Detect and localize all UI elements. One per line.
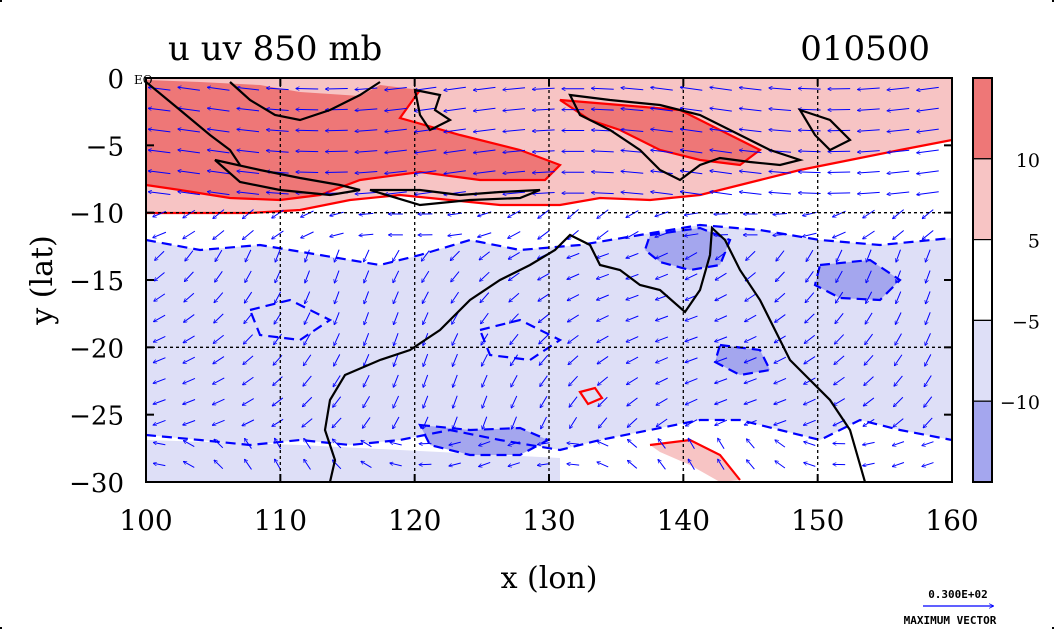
vector-key: 0.300E+02 MAXIMUM VECTOR: [904, 588, 997, 627]
x-tick-label: 150: [791, 504, 844, 537]
colorbar: 10 5 −5 −10: [973, 78, 1040, 482]
colorbar-label: 5: [1028, 231, 1040, 253]
colorbar-bin: [973, 240, 992, 321]
wind-vector: [799, 172, 821, 173]
wind-vector: [419, 464, 431, 465]
colorbar-bin: [973, 159, 992, 240]
y-tick-label: 0: [107, 65, 124, 95]
colorbar-bin: [973, 401, 992, 482]
plot-area: [146, 78, 952, 482]
wind-vector: [296, 130, 318, 131]
colorbar-label: −10: [1000, 392, 1040, 414]
x-tick-label: 100: [119, 504, 172, 537]
wind-vector: [799, 130, 821, 131]
y-tick-label: −20: [69, 334, 124, 364]
wind-vector: [419, 443, 431, 444]
y-axis-label: y (lat): [25, 235, 60, 325]
colorbar-label: 10: [1016, 150, 1040, 172]
colorbar-bin: [973, 320, 992, 401]
wind-vector: [296, 109, 318, 110]
colorbar-label: −5: [1012, 311, 1040, 333]
wind-vector: [296, 172, 318, 173]
plot-title: u uv 850 mb: [168, 29, 382, 69]
vector-key-caption: MAXIMUM VECTOR: [904, 614, 997, 627]
y-tick-label: −25: [69, 402, 124, 432]
wind-vector: [799, 88, 821, 89]
y-tick-label: −30: [69, 469, 124, 499]
y-tick-label: −10: [69, 200, 124, 230]
wind-vector: [296, 88, 318, 89]
wind-vector: [326, 151, 348, 152]
y-tick-label: −5: [86, 132, 124, 162]
y-tick-label: −15: [69, 267, 124, 297]
x-axis-label: x (lon): [501, 561, 598, 596]
x-tick-label: 130: [522, 504, 575, 537]
colorbar-bin: [973, 78, 992, 159]
equator-label: EQ: [134, 73, 153, 87]
x-tick-label: 140: [657, 504, 710, 537]
vector-key-value: 0.300E+02: [928, 588, 988, 601]
wind-vector: [326, 172, 348, 173]
wind-vector: [326, 88, 348, 89]
plot-time-label: 010500: [800, 29, 930, 69]
wind-vector: [326, 130, 348, 131]
x-tick-label: 120: [388, 504, 441, 537]
x-tick-label: 110: [254, 504, 307, 537]
x-tick-label: 160: [925, 504, 978, 537]
wind-vector: [296, 151, 318, 152]
